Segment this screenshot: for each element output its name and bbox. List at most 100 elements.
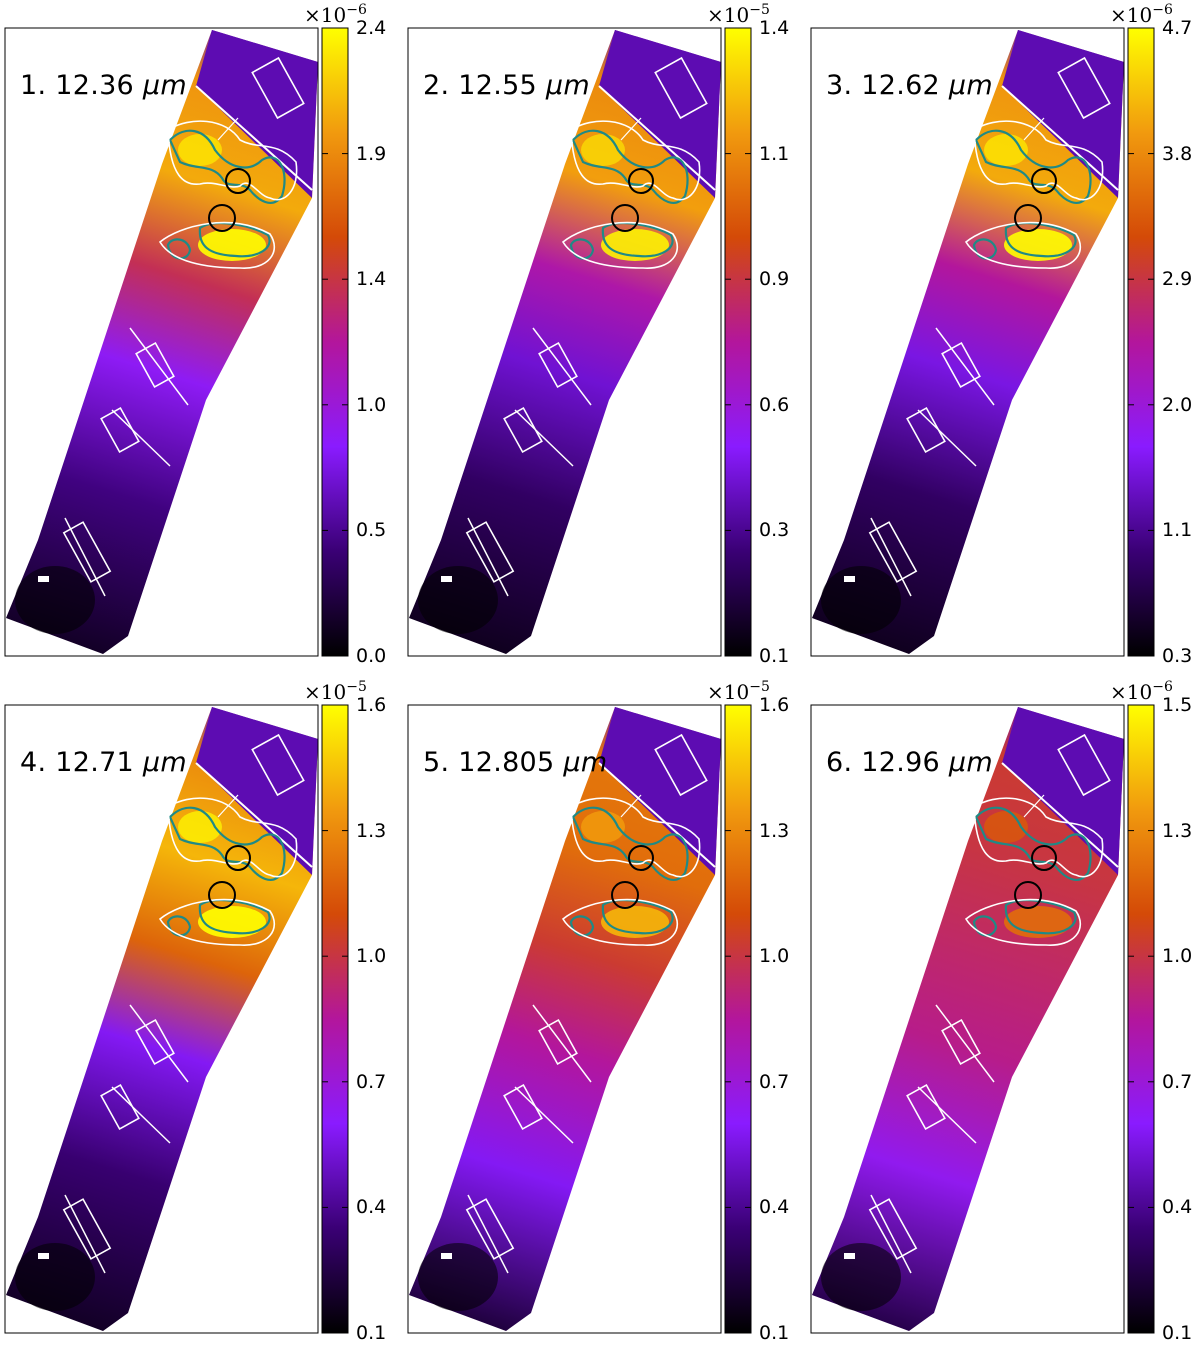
colorbar-tick-label: 0.5 xyxy=(356,519,387,542)
colorbar-tick-label: 1.0 xyxy=(356,393,387,416)
multiplier-base: ×10 xyxy=(707,3,750,27)
panel-3: 0.3 1.1 2.0 2.9 3.8 4.7 ×10−6 3. 12.62 μm xyxy=(806,0,1200,677)
white-marker xyxy=(844,1253,855,1259)
white-marker xyxy=(38,576,49,582)
colorbar-tick-label: 0.4 xyxy=(759,1196,790,1219)
colorbar xyxy=(1128,28,1154,656)
aperture-box xyxy=(62,521,112,583)
dark-patch xyxy=(418,566,498,634)
contour-teal xyxy=(601,222,674,258)
heatmap-svg-4 xyxy=(4,704,349,1334)
plot-frame xyxy=(4,704,319,1334)
colorbar-multiplier: ×10−5 xyxy=(707,2,770,27)
colorbar-tick-label: 0.1 xyxy=(759,645,790,667)
colorbar-tick-label: 1.4 xyxy=(759,17,790,39)
colorbar-tick-label: 0.7 xyxy=(1162,1070,1193,1093)
colorbar-frame xyxy=(321,27,349,657)
contour-white xyxy=(561,898,679,946)
plot-frame xyxy=(407,27,722,657)
aperture-box xyxy=(100,1083,140,1131)
slit-line xyxy=(1001,85,1119,191)
source-circle xyxy=(628,845,654,871)
unit-text: μm xyxy=(142,70,188,101)
contour-teal xyxy=(571,129,689,204)
cut-line xyxy=(514,1086,574,1144)
colorbar-tick-label: 1.4 xyxy=(356,268,387,291)
slit-line xyxy=(598,85,716,191)
offset-region xyxy=(196,707,318,875)
aperture-box xyxy=(1057,56,1111,120)
cut-line xyxy=(467,1194,509,1274)
cut-line xyxy=(111,1086,171,1144)
colorbar-tick-label: 0.7 xyxy=(759,1070,790,1093)
colorbar-tick-label: 1.9 xyxy=(356,142,387,165)
colorbar-tick-label: 1.6 xyxy=(356,694,387,716)
panel-label: 1. 12.36 μm xyxy=(20,70,187,101)
aperture-box xyxy=(503,1083,543,1131)
multiplier-base: ×10 xyxy=(304,3,347,27)
contour-teal xyxy=(974,806,1092,881)
colorbar-tick-label: 1.0 xyxy=(759,945,790,968)
cut-line xyxy=(64,1194,106,1274)
cut-line xyxy=(532,1004,592,1083)
aperture-box xyxy=(906,1083,946,1131)
colorbar xyxy=(725,28,751,656)
white-marker xyxy=(844,576,855,582)
multiplier-exponent: −5 xyxy=(749,2,770,18)
panel-label: 3. 12.62 μm xyxy=(826,70,993,101)
contour-teal xyxy=(601,899,674,935)
offset-region xyxy=(599,30,721,198)
dark-patch xyxy=(821,566,901,634)
aperture-box xyxy=(1057,733,1111,797)
contour-white xyxy=(964,221,1082,269)
colorbar-tick-label: 2.4 xyxy=(356,17,387,39)
cut-line xyxy=(514,409,574,467)
colorbar-tick-label: 0.3 xyxy=(759,519,790,542)
panel-6: 0.1 0.4 0.7 1.0 1.3 1.5 ×10−6 6. 12.96 μm xyxy=(806,677,1200,1354)
contour-teal xyxy=(168,129,286,204)
aperture-box xyxy=(906,406,946,454)
aperture-box xyxy=(654,56,708,120)
contour-white xyxy=(561,221,679,269)
colorbar-tick-label: 1.0 xyxy=(356,945,387,968)
colorbar-frame xyxy=(1127,704,1155,1334)
offset-region xyxy=(196,30,318,198)
panel-4: 0.1 0.4 0.7 1.0 1.3 1.6 ×10−5 4. 12.71 μm xyxy=(0,677,400,1354)
colorbar-tick-label: 1.3 xyxy=(1162,819,1193,842)
aperture-box xyxy=(251,56,305,120)
colorbar-tick-label: 0.9 xyxy=(759,268,790,291)
contour-white xyxy=(973,120,1104,201)
colorbar-multiplier: ×10−6 xyxy=(1110,679,1173,704)
cut-line xyxy=(64,517,106,597)
contour-white xyxy=(973,797,1104,878)
colorbar-frame xyxy=(1127,27,1155,657)
cut-line xyxy=(467,517,509,597)
colorbar-tick-label: 1.1 xyxy=(1162,519,1193,542)
multiplier-exponent: −6 xyxy=(346,2,367,18)
colorbar-tick-label: 0.3 xyxy=(1162,645,1193,667)
colorbar xyxy=(1128,705,1154,1333)
offset-region xyxy=(1002,707,1124,875)
colorbar xyxy=(322,28,348,656)
source-circle xyxy=(225,845,251,871)
plot-frame xyxy=(810,27,1125,657)
white-marker xyxy=(441,1253,452,1259)
source-circle xyxy=(225,168,251,194)
slit-line xyxy=(1001,762,1119,868)
contour-teal xyxy=(198,222,271,258)
panel-label: 2. 12.55 μm xyxy=(423,70,590,101)
cut-line xyxy=(870,517,912,597)
contour-teal xyxy=(168,806,286,881)
map-layer xyxy=(812,707,1124,1331)
aperture-box xyxy=(868,1198,918,1260)
map-layer xyxy=(6,707,318,1331)
colorbar-tick-label: 0.4 xyxy=(356,1196,387,1219)
wavelength-text: 2. 12.55 xyxy=(423,70,546,101)
multiplier-base: ×10 xyxy=(1110,3,1153,27)
slit-line xyxy=(195,762,313,868)
contour-white xyxy=(158,898,276,946)
aperture-box xyxy=(251,733,305,797)
colorbar xyxy=(725,705,751,1333)
contour-white xyxy=(167,797,298,878)
